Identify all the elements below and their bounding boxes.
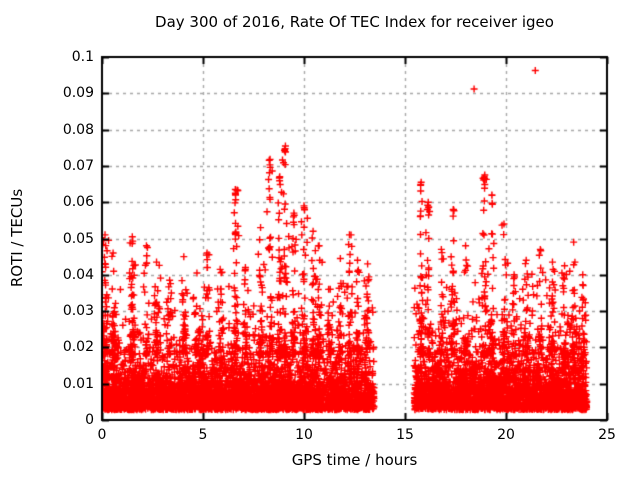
y-tick-label: 0.04 — [62, 266, 94, 283]
x-tick-label: 25 — [598, 427, 616, 443]
y-tick-label: 0.06 — [62, 194, 94, 211]
chart-title: Day 300 of 2016, Rate Of TEC Index for r… — [155, 13, 554, 31]
x-tick-label: 15 — [396, 427, 414, 443]
x-axis-title: GPS time / hours — [291, 451, 418, 469]
y-tick-label: 0.03 — [62, 303, 94, 320]
x-tick-label: 20 — [497, 427, 515, 443]
y-tick-label: 0 — [85, 412, 94, 428]
x-tick-label: 5 — [198, 427, 208, 443]
y-tick-label: 0.08 — [62, 121, 94, 138]
x-tick-label: 10 — [295, 427, 313, 443]
y-tick-label: 0.02 — [62, 339, 94, 356]
y-axis-title: ROTI / TECUs — [8, 188, 26, 288]
y-tick-label: 0.05 — [62, 230, 94, 247]
x-tick-label: 0 — [97, 427, 107, 443]
y-tick-label: 0.1 — [71, 49, 94, 65]
y-tick-label: 0.07 — [62, 157, 94, 174]
y-tick-label: 0.01 — [62, 375, 94, 392]
y-tick-label: 0.09 — [62, 85, 94, 102]
